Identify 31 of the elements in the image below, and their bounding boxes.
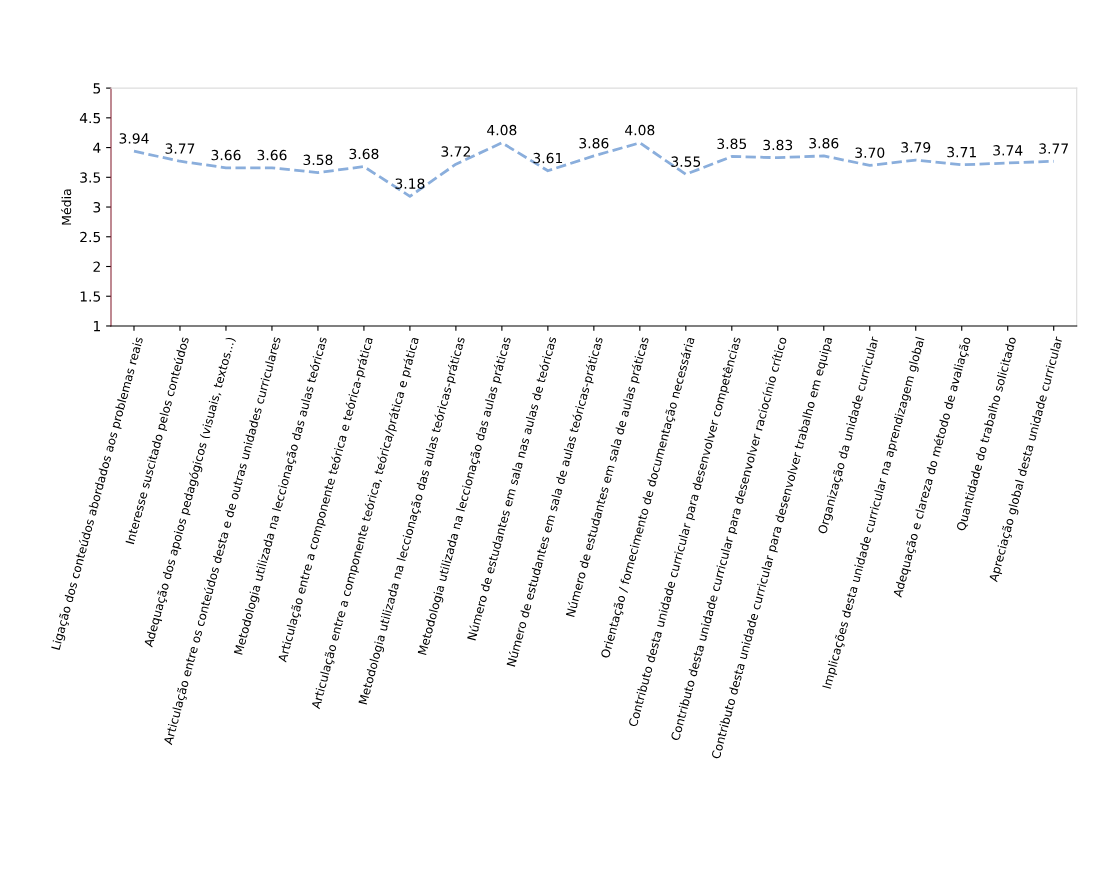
y-tick-label: 1 bbox=[93, 321, 100, 332]
y-tick-label: 5 bbox=[93, 83, 101, 94]
data-label: 3.77 bbox=[1039, 143, 1068, 154]
data-label: 3.18 bbox=[395, 178, 425, 189]
y-tick-label: 2 bbox=[93, 261, 100, 272]
data-label: 3.70 bbox=[855, 147, 885, 158]
data-label: 4.08 bbox=[625, 124, 655, 136]
data-label: 3.58 bbox=[303, 154, 333, 166]
data-label: 3.55 bbox=[671, 156, 701, 167]
data-label: 3.77 bbox=[165, 143, 195, 154]
data-label: 3.68 bbox=[349, 148, 379, 160]
data-label: 3.66 bbox=[257, 149, 287, 161]
y-tick-label: 3 bbox=[93, 202, 101, 213]
data-label: 3.71 bbox=[947, 146, 976, 158]
data-label: 4.08 bbox=[487, 124, 517, 136]
data-label: 3.66 bbox=[211, 149, 241, 161]
y-tick-label: 4 bbox=[93, 142, 101, 153]
y-tick-label: 2.5 bbox=[80, 231, 101, 243]
data-label: 3.61 bbox=[533, 152, 563, 164]
y-axis-title: Média bbox=[61, 189, 72, 225]
data-label: 3.72 bbox=[441, 146, 470, 157]
data-label: 3.79 bbox=[901, 142, 931, 153]
y-tick-label: 1.5 bbox=[80, 291, 101, 302]
data-label: 3.83 bbox=[763, 139, 793, 151]
data-label: 3.86 bbox=[579, 137, 609, 149]
data-label: 3.94 bbox=[119, 133, 149, 144]
y-tick-label: 3.5 bbox=[80, 172, 101, 183]
data-label: 3.86 bbox=[809, 137, 839, 149]
y-tick-label: 4.5 bbox=[79, 112, 101, 124]
data-label: 3.85 bbox=[717, 138, 747, 150]
data-label: 3.74 bbox=[993, 145, 1023, 156]
